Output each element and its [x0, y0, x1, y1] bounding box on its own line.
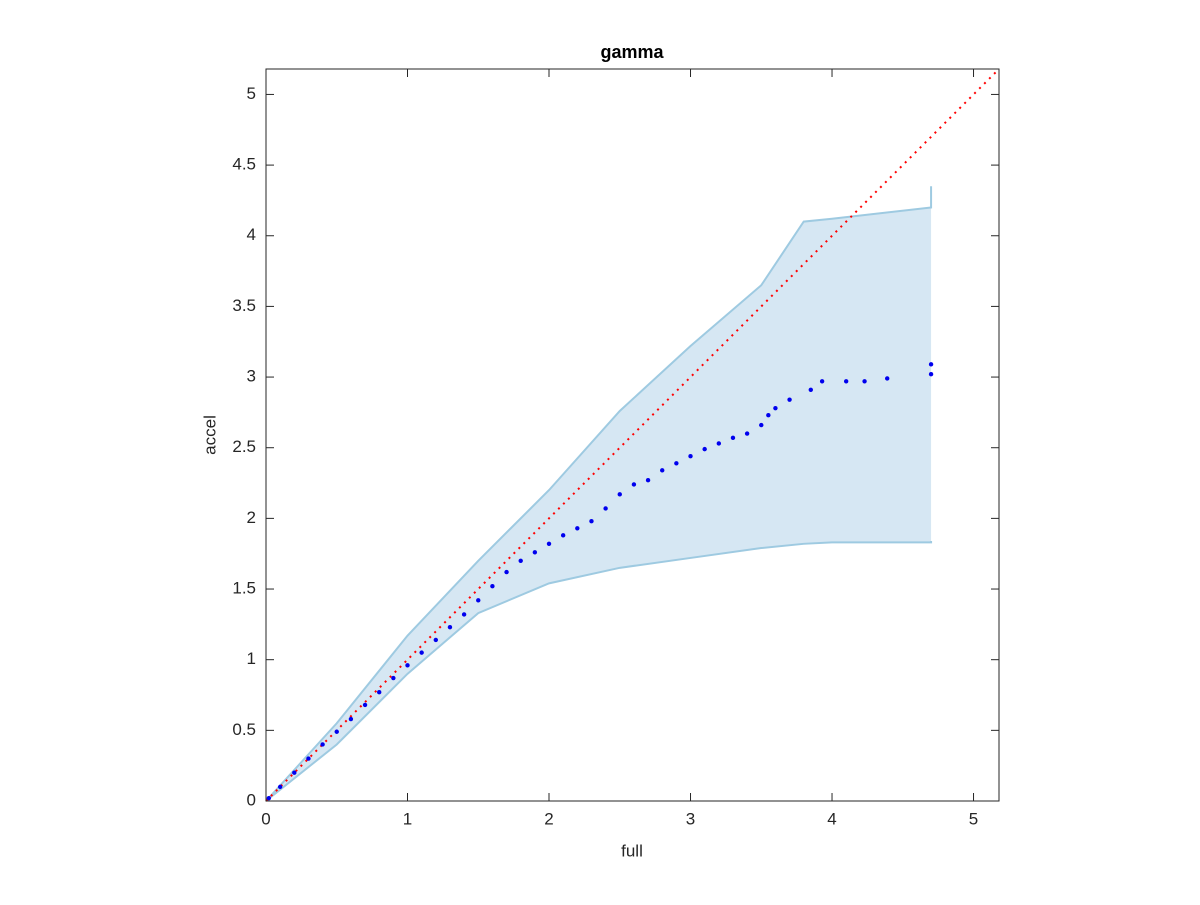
- y-tick-label: 3.5: [232, 296, 256, 315]
- y-tick-label: 3: [247, 367, 256, 386]
- point: [476, 598, 481, 603]
- point: [759, 422, 764, 428]
- y-tick-label: 4.5: [232, 155, 256, 174]
- point: [391, 675, 396, 681]
- point: [348, 716, 354, 722]
- y-tick-label: 0: [247, 790, 256, 809]
- y-tick-label: 5: [247, 84, 256, 103]
- point: [688, 453, 693, 459]
- y-tick-label: 2: [247, 508, 256, 527]
- point: [490, 584, 495, 589]
- point: [292, 770, 297, 775]
- x-tick-label: 0: [261, 809, 270, 828]
- point: [702, 446, 707, 452]
- y-tick-label: 0.5: [232, 720, 256, 739]
- x-tick-label: 2: [544, 809, 553, 828]
- point: [546, 541, 552, 547]
- point: [504, 569, 509, 575]
- x-axis-label: full: [621, 841, 643, 860]
- point: [518, 558, 523, 563]
- y-tick-label: 1: [247, 649, 256, 668]
- point: [461, 612, 467, 617]
- point: [266, 795, 272, 801]
- x-tick-label: 5: [969, 809, 978, 828]
- confidence-band: [266, 186, 932, 802]
- point: [819, 379, 825, 384]
- chart-title: gamma: [600, 42, 664, 62]
- point: [575, 526, 580, 531]
- point: [419, 650, 424, 655]
- band-upper: [265, 186, 933, 802]
- point: [744, 431, 750, 436]
- point: [532, 550, 538, 555]
- y-tick-label: 2.5: [232, 437, 256, 456]
- point: [306, 756, 311, 761]
- point: [716, 441, 722, 446]
- point: [603, 506, 608, 511]
- point: [320, 742, 325, 747]
- point: [433, 637, 439, 643]
- point: [560, 533, 566, 538]
- y-tick-label: 4: [247, 225, 256, 244]
- point: [808, 387, 813, 392]
- point: [617, 492, 622, 497]
- point: [674, 461, 679, 466]
- band-lower: [265, 540, 933, 802]
- point: [862, 379, 867, 384]
- point: [645, 478, 651, 483]
- point: [334, 729, 339, 734]
- point: [377, 689, 382, 695]
- point: [928, 362, 934, 367]
- point: [773, 405, 778, 411]
- point: [405, 663, 410, 668]
- y-tick-label: 1.5: [232, 579, 256, 598]
- point: [447, 624, 453, 630]
- x-tick-label: 3: [686, 809, 695, 828]
- point: [631, 482, 637, 487]
- point: [277, 784, 283, 790]
- point: [885, 376, 890, 381]
- point: [589, 519, 594, 524]
- axes-box: [265, 68, 1000, 802]
- y-axis-label: accel: [200, 415, 219, 455]
- point: [843, 379, 849, 384]
- x-tick-label: 1: [403, 809, 412, 828]
- point: [730, 435, 736, 441]
- point: [362, 702, 368, 708]
- point: [766, 413, 771, 418]
- point: [660, 468, 665, 473]
- point: [787, 397, 792, 402]
- x-tick-label: 4: [827, 809, 836, 828]
- point: [928, 372, 934, 377]
